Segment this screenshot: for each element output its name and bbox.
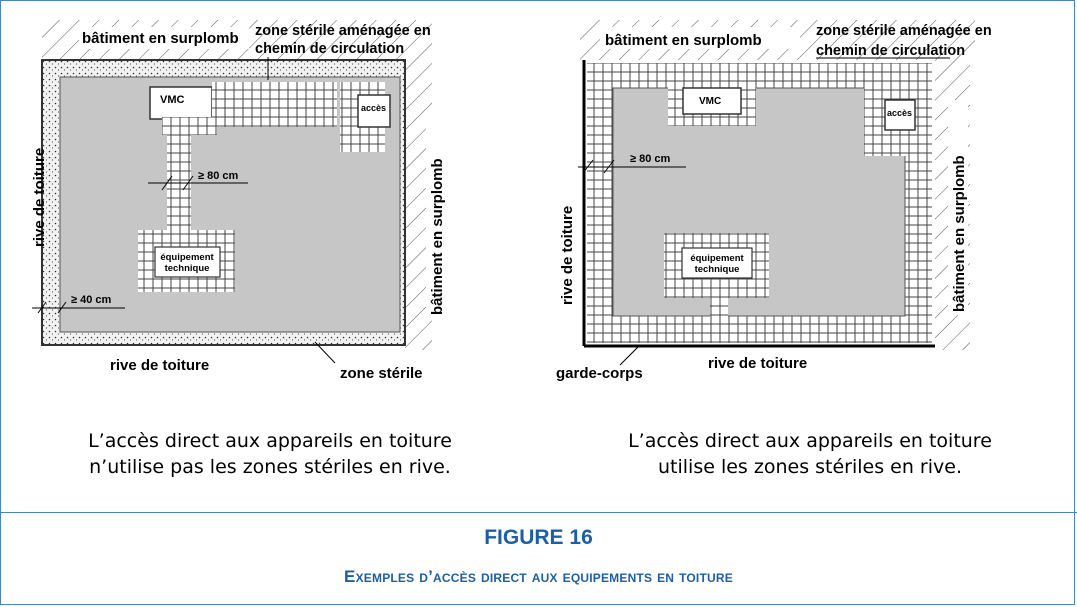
equipment-label-1: équipement [160, 252, 214, 263]
equipment-label-2: technique [165, 263, 210, 274]
label-garde-corps: garde-corps [556, 365, 643, 382]
grid-walkway-mid [162, 117, 217, 135]
right-caption: L’accès direct aux appareils en toiture … [560, 428, 1060, 480]
right-caption-line-2: utilise les zones stériles en rive. [658, 456, 962, 478]
grid-walkway-top [212, 82, 337, 127]
right-diagram: VMC accès équipement technique ≥ 80 cm b… [556, 20, 992, 382]
label-zone-sterile-2: chemin de circulation [255, 41, 404, 57]
vmc-label: VMC [699, 96, 721, 107]
acces-box [357, 94, 391, 128]
label-batiment-surplomb-right: bâtiment en surplomb [951, 155, 968, 312]
dim-80-label: ≥ 80 cm [630, 153, 671, 165]
label-batiment-surplomb-right: bâtiment en surplomb [429, 158, 446, 315]
label-rive-left: rive de toiture [559, 206, 576, 305]
acces-box [884, 99, 916, 131]
label-rive-bottom: rive de toiture [708, 355, 807, 372]
vmc-label: VMC [160, 94, 185, 106]
label-zone-sterile-bottom: zone stérile [340, 365, 423, 382]
figure-title: Exemples d’accès direct aux equipements … [344, 567, 733, 586]
left-diagram: VMC accès équipement technique ≥ 80 cm ≥… [31, 20, 446, 382]
label-rive-left: rive de toiture [31, 148, 48, 247]
acces-label: accès [361, 103, 386, 113]
right-caption-line-1: L’accès direct aux appareils en toiture [628, 430, 992, 452]
dim-40-label: ≥ 40 cm [71, 294, 112, 306]
left-caption-line-2: n’utilise pas les zones stériles en rive… [89, 456, 451, 478]
left-caption-line-1: L’accès direct aux appareils en toiture [88, 430, 452, 452]
equipment-box [681, 247, 753, 279]
label-zone-sterile-1: zone stérile aménagée en [255, 23, 431, 39]
label-rive-bottom: rive de toiture [110, 357, 209, 374]
equipment-label-1: équipement [690, 253, 744, 264]
grid-equipment-link [710, 298, 728, 318]
vmc-box [682, 87, 742, 115]
left-caption: L’accès direct aux appareils en toiture … [20, 428, 520, 480]
label-zone-sterile-1: zone stérile aménagée en [816, 23, 992, 39]
caption-divider [0, 512, 1077, 513]
label-batiment-surplomb-top: bâtiment en surplomb [82, 30, 239, 47]
label-batiment-surplomb-top: bâtiment en surplomb [605, 32, 762, 49]
label-zone-sterile-2: chemin de circulation [816, 43, 965, 59]
acces-label: accès [887, 108, 912, 118]
equipment-box [154, 246, 221, 278]
figure-number: FIGURE 16 [484, 526, 593, 549]
dim-80-label: ≥ 80 cm [198, 170, 239, 182]
equipment-label-2: technique [695, 264, 740, 275]
